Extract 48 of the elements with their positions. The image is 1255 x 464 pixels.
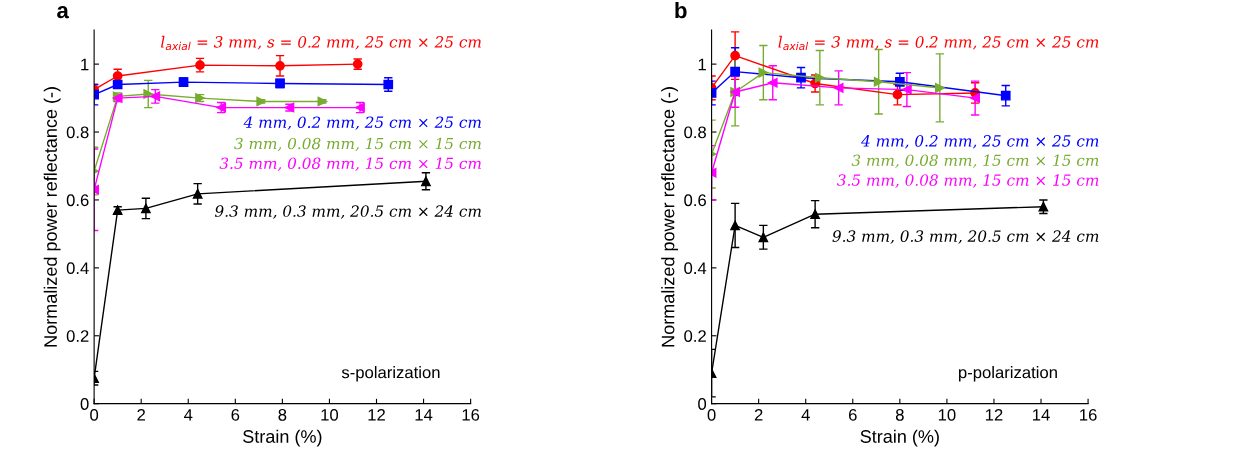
- text: 3.5 mm, 0.08 mm, 15 cm × 15 cm: [836, 174, 1099, 188]
- x-tick-label: 4: [184, 409, 193, 421]
- annotation: p-polarization: [958, 366, 1057, 382]
- x-tick-label: 12: [368, 408, 385, 421]
- y-tick-label: 0: [698, 398, 707, 410]
- y-axis-title: Normalized power reflectance (-): [43, 87, 61, 347]
- x-tick-label: 10: [938, 408, 956, 421]
- text: 4 mm, 0.2 mm, 25 cm × 25 cm: [861, 135, 1099, 149]
- text: 3 mm, 0.08 mm, 15 cm × 15 cm: [851, 154, 1099, 168]
- chart-title: a: [57, 6, 69, 19]
- series-label: l$_{axial}$ = 3 mm, s = 0.2 mm, 25 cm × 25 cm: [778, 35, 1099, 51]
- x-tick-label: 8: [895, 408, 904, 421]
- x-axis-title: Strain (%): [243, 429, 322, 447]
- y-tick-label: 0.6: [66, 194, 89, 207]
- series-label: l$_{axial}$ = 3 mm, s = 0.2 mm, 25 cm × 25 cm: [160, 35, 481, 51]
- x-tick-label: 12: [985, 408, 1003, 421]
- y-tick-label: 0.8: [684, 126, 706, 139]
- x-tick-label: 6: [231, 408, 240, 421]
- x-tick-label: 16: [1080, 408, 1097, 421]
- x-axis-title: Strain (%): [860, 429, 939, 447]
- y-tick-label: 0.2: [66, 330, 89, 342]
- x-tick-label: 10: [321, 408, 339, 421]
- x-tick-label: 8: [278, 408, 287, 421]
- x-tick-label: 6: [848, 408, 857, 421]
- annotation: s-polarization: [341, 366, 440, 382]
- chart-title: b: [675, 1, 687, 19]
- x-tick-label: 14: [415, 409, 433, 421]
- series-label: 9.3 mm, 0.3 mm, 20.5 cm × 24 cm: [832, 230, 1099, 244]
- text: 3 mm, 0.08 mm, 15 cm × 15 cm: [234, 137, 481, 152]
- x-tick-label: 14: [1033, 409, 1050, 421]
- y-tick-label: 0.6: [684, 194, 706, 207]
- y-tick-label: 0: [80, 398, 89, 410]
- x-tick-label: 0: [707, 408, 716, 421]
- y-tick-label: 0.2: [684, 330, 706, 342]
- x-tick-label: 16: [462, 408, 480, 421]
- x-tick-label: 2: [754, 408, 763, 421]
- y-tick-label: 1: [698, 58, 706, 71]
- series-label: 9.3 mm, 0.3 mm, 20.5 cm × 24 cm: [214, 205, 481, 219]
- x-tick-label: 4: [801, 409, 810, 421]
- x-tick-label: 0: [90, 408, 99, 421]
- y-tick-label: 0.4: [684, 262, 707, 275]
- y-axis-title: Normalized power reflectance (-): [661, 87, 678, 347]
- y-tick-label: 1: [81, 58, 89, 71]
- y-tick-label: 0.8: [66, 126, 89, 139]
- y-tick-label: 0.4: [66, 262, 89, 275]
- x-tick-label: 2: [137, 408, 145, 421]
- text: 4 mm, 0.2 mm, 25 cm × 25 cm: [243, 116, 481, 130]
- text: 3.5 mm, 0.08 mm, 15 cm × 15 cm: [219, 157, 481, 171]
